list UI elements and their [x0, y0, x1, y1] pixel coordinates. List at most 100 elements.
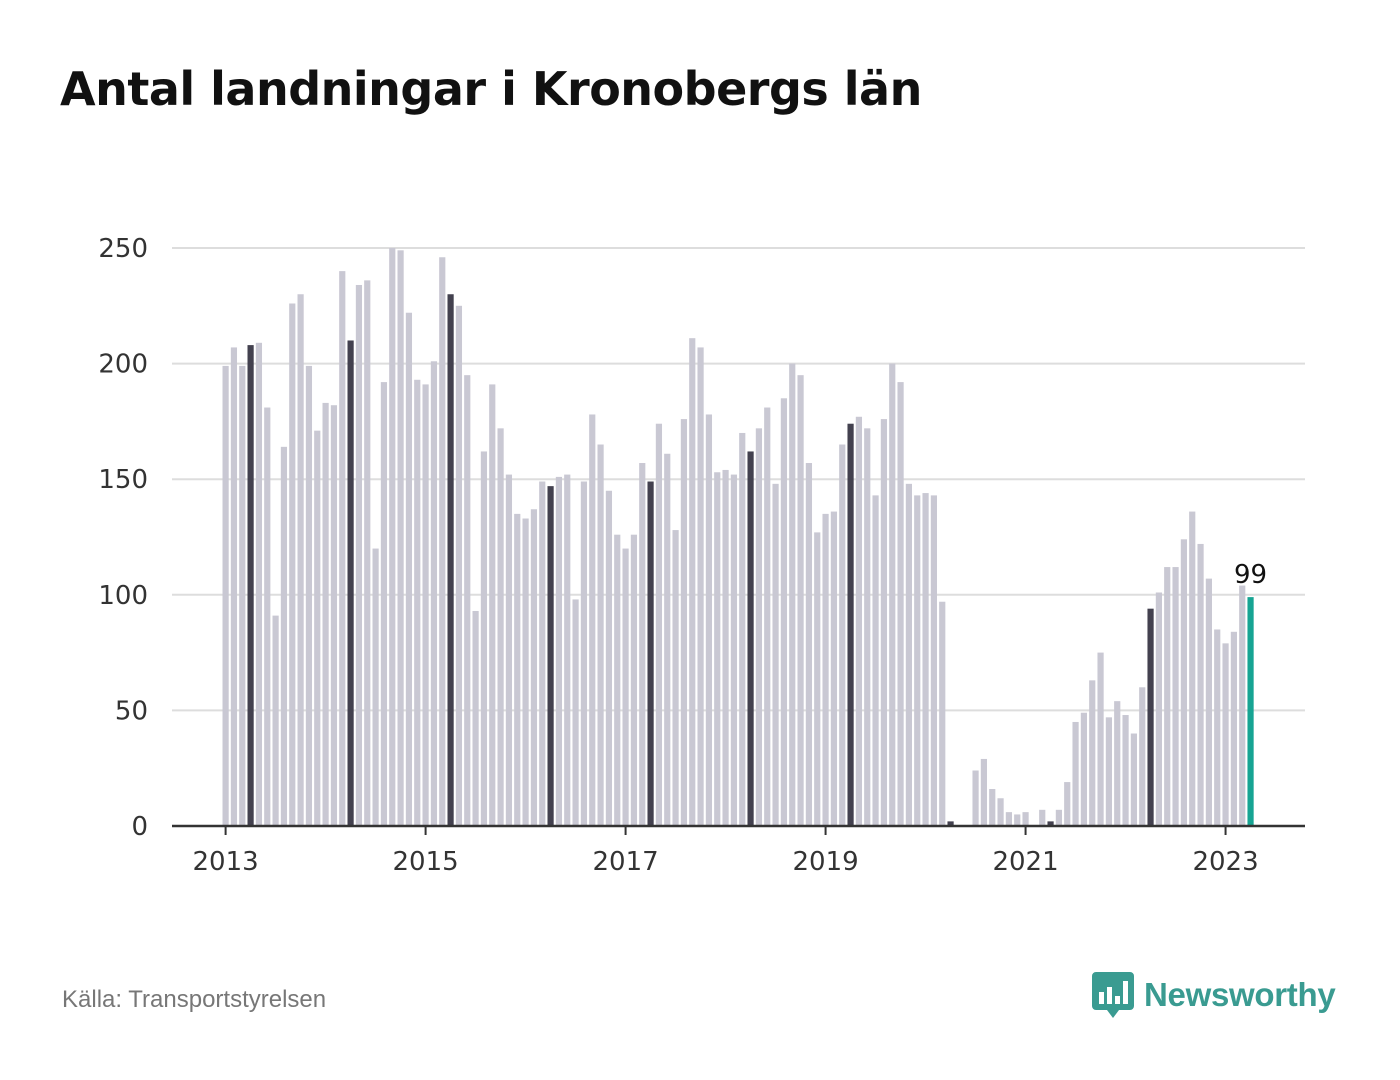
bar: [647, 481, 654, 826]
bar: [1014, 814, 1021, 826]
x-axis-labels: 2013 2015 2017 2019 2021 2023: [193, 847, 1259, 877]
bar: [1022, 812, 1029, 826]
bar: [714, 472, 721, 826]
bar: [555, 476, 563, 826]
bar: [1247, 597, 1254, 826]
bar: [439, 257, 446, 826]
bar: [1097, 652, 1104, 826]
bar: [1147, 608, 1154, 826]
bar: [947, 821, 954, 826]
bar: [314, 430, 321, 826]
bar: [347, 340, 354, 826]
bar: [580, 481, 588, 826]
bar: [1072, 721, 1079, 826]
bar: [530, 509, 538, 826]
x-tick-label: 2013: [193, 847, 259, 877]
bar: [1047, 821, 1054, 826]
bar: [739, 432, 746, 826]
brand-name: Newsworthy: [1144, 976, 1336, 1013]
bar: [1114, 701, 1121, 826]
bar: [897, 382, 904, 826]
bar: [922, 493, 929, 826]
bar: [839, 444, 846, 826]
bar: [989, 789, 996, 826]
bar: [230, 347, 238, 826]
bar: [1230, 631, 1237, 826]
bar: [614, 534, 621, 826]
bar: [322, 402, 329, 826]
brand[interactable]: Newsworthy: [1092, 970, 1336, 1020]
bar: [547, 486, 554, 826]
bar: [997, 798, 1004, 826]
bar: [889, 363, 896, 826]
bar: [572, 599, 579, 826]
bar: [522, 518, 529, 826]
bar: [1205, 578, 1212, 826]
bar: [830, 511, 838, 826]
bar: [330, 405, 338, 826]
bar: [264, 407, 271, 826]
bar: [797, 375, 804, 826]
bar: [872, 495, 879, 826]
newsworthy-logo-icon: [1092, 972, 1134, 1018]
y-tick-label: 0: [131, 812, 148, 842]
bar: [664, 453, 671, 826]
bar: [289, 303, 296, 826]
bar: [880, 419, 888, 826]
x-tick-label: 2017: [592, 847, 658, 877]
bar: [630, 534, 638, 826]
bar: [822, 513, 829, 826]
bar: [747, 451, 754, 826]
y-tick-label: 50: [115, 696, 148, 726]
source-note: Källa: Transportstyrelsen: [62, 986, 327, 1013]
bar: [597, 444, 604, 826]
bar: [905, 483, 913, 826]
y-tick-label: 150: [98, 465, 148, 495]
bar: [1239, 585, 1246, 826]
bar: [447, 294, 454, 826]
bar: [847, 423, 854, 826]
bar: [814, 532, 821, 826]
bar: [514, 513, 521, 826]
bar: [1122, 715, 1129, 826]
bar: [980, 758, 988, 826]
bar: [305, 365, 313, 826]
bar: [939, 601, 946, 826]
bar: [364, 280, 371, 826]
bar: [239, 365, 246, 826]
y-tick-label: 100: [98, 581, 148, 611]
bar: [689, 338, 696, 826]
bar: [564, 474, 571, 826]
bar: [414, 379, 421, 826]
y-tick-label: 250: [98, 234, 148, 264]
bar: [855, 416, 863, 826]
bar: [405, 312, 413, 827]
bar: [672, 530, 679, 826]
bar: [755, 428, 763, 826]
x-tick-label: 2023: [1192, 847, 1258, 877]
x-tick-label: 2021: [992, 847, 1058, 877]
bar: [914, 495, 921, 826]
bar: [1155, 592, 1162, 826]
bar: [655, 423, 663, 826]
bar: [372, 548, 379, 826]
bar: [1089, 680, 1096, 826]
bar: [272, 615, 279, 826]
bar: [697, 347, 704, 826]
x-tick-label: 2019: [792, 847, 858, 877]
bar: [1180, 539, 1187, 826]
bar: [397, 250, 404, 826]
bar: [639, 463, 646, 826]
bar: [805, 463, 813, 826]
y-axis-labels: 0 50 100 150 200 250: [98, 234, 148, 842]
bar: [605, 490, 613, 826]
bar: [705, 414, 713, 826]
bar: [1164, 567, 1171, 826]
bar: [789, 363, 796, 826]
bar: [930, 495, 938, 826]
bar: [455, 305, 463, 826]
bar: [280, 446, 288, 826]
bar: [255, 342, 263, 826]
bar: [972, 770, 979, 826]
bar: [764, 407, 771, 826]
